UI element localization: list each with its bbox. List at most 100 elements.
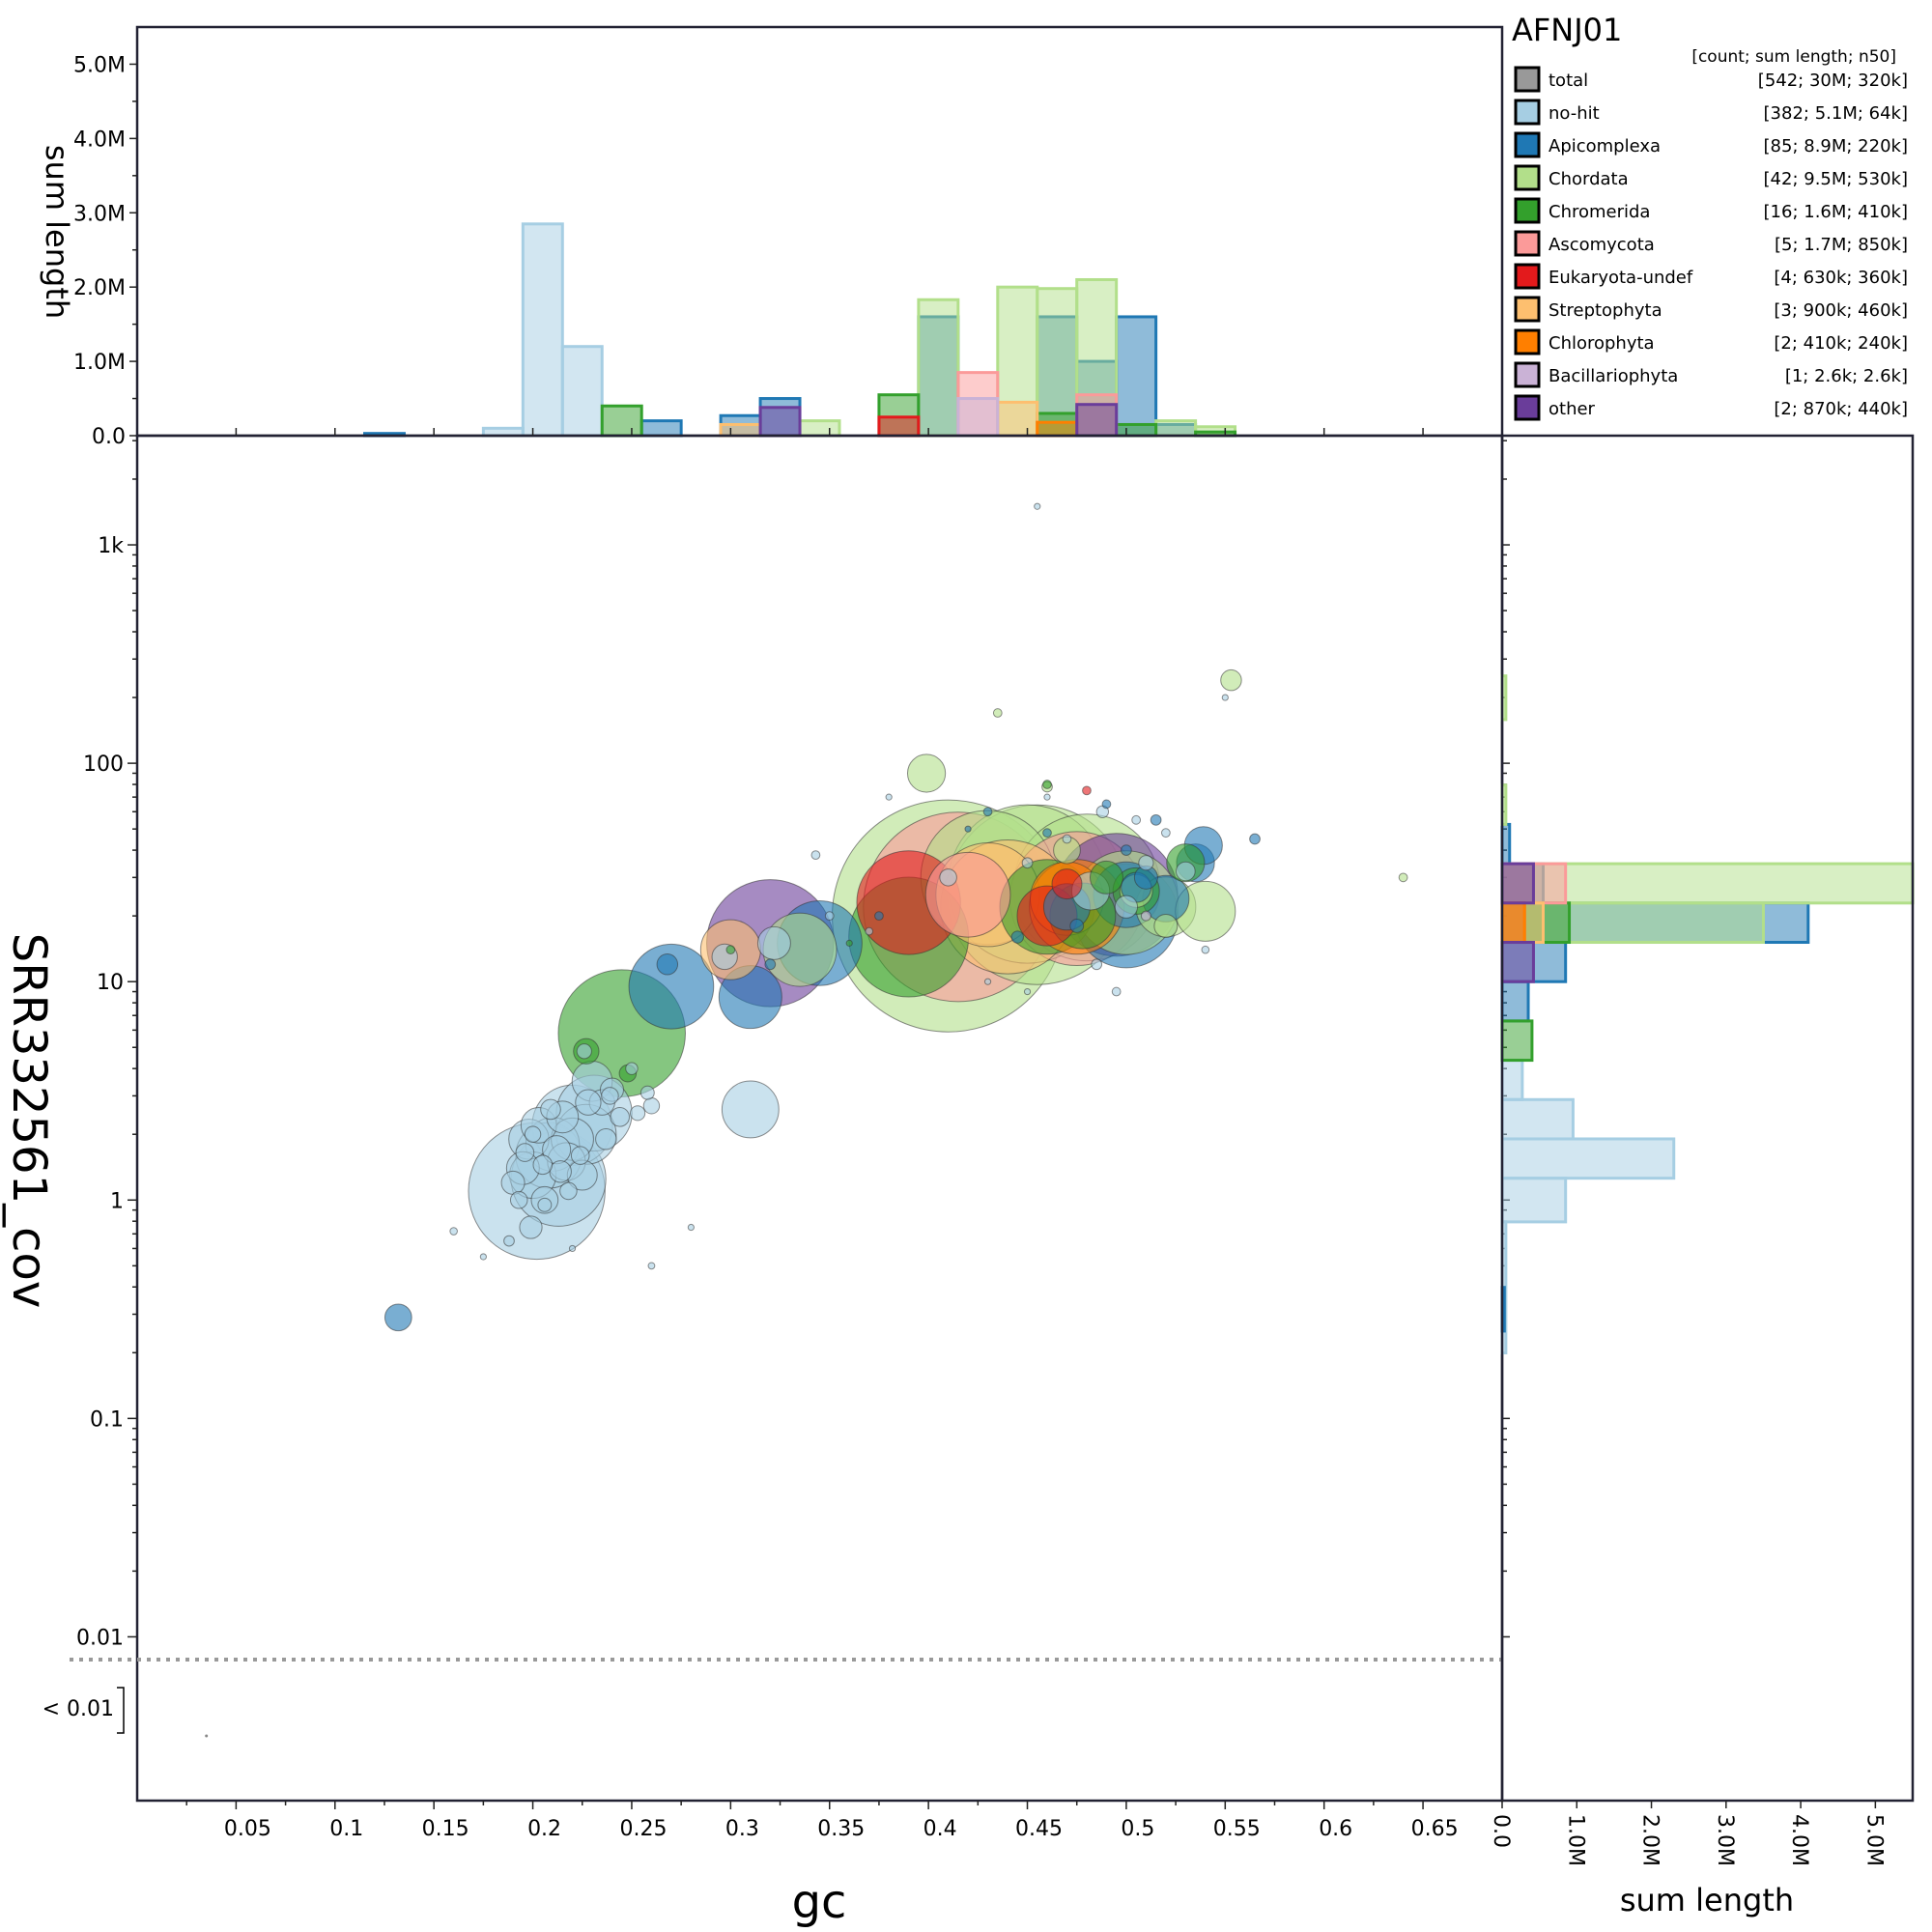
top-hist-bar-nohit <box>521 222 564 438</box>
scatter-point-nohit <box>756 925 791 960</box>
scatter-point-apic <box>1042 828 1052 838</box>
scatter-point-euk <box>1051 868 1083 900</box>
y-axis-title: SRR332561_cov <box>2 933 56 1309</box>
scatter-point-nohit <box>647 1262 656 1270</box>
legend-label-chord: Chordata <box>1548 169 1629 189</box>
x-tick-label: 0.15 <box>422 1817 469 1841</box>
x-tick-label: 0.1 <box>329 1817 363 1841</box>
top-hist-bar-strep <box>996 400 1039 438</box>
scatter-point-nohit <box>1160 828 1171 838</box>
scatter-point-nohit <box>1138 855 1154 871</box>
legend-stats-strep: [3; 900k; 460k] <box>1774 300 1908 321</box>
x-tick-label: 0.2 <box>527 1817 561 1841</box>
scatter-point-chord <box>1398 872 1408 883</box>
legend-label-apic: Apicomplexa <box>1548 136 1661 156</box>
scatter-point-nohit <box>540 1098 561 1121</box>
side-hist-bar-chrom <box>1500 1019 1534 1063</box>
side-hist-tick-label: 4.0M <box>1787 1814 1811 1866</box>
top-hist-bar-other <box>1075 403 1119 438</box>
scatter-point-nohit <box>509 1191 528 1209</box>
scatter-point-nohit <box>1131 814 1142 825</box>
x-tick-label: 0.4 <box>923 1817 957 1841</box>
scatter-point-chrom <box>1089 860 1123 895</box>
scatter-point-nohit <box>500 1170 526 1195</box>
legend-stats-euk: [4; 630k; 360k] <box>1774 268 1908 288</box>
scatter-point-nohit <box>549 1160 572 1183</box>
scatter-point-below-threshold <box>205 1734 209 1738</box>
scatter-point-nohit <box>503 1235 515 1247</box>
y-tick-label: 1 <box>110 1189 124 1213</box>
scatter-point-nohit <box>687 1223 695 1232</box>
legend-swatch-asco <box>1514 230 1541 257</box>
x-tick-label: 0.45 <box>1015 1817 1063 1841</box>
scatter-point-chord <box>1220 668 1242 692</box>
scatter-point-nohit <box>983 978 992 985</box>
scatter-point-nohit <box>721 1080 780 1139</box>
below-threshold-label: < 0.01 <box>43 1697 114 1721</box>
side-histogram-bars <box>1500 674 1915 1355</box>
scatter-point-nohit <box>1062 834 1072 844</box>
legend-label-strep: Streptophyta <box>1548 300 1662 321</box>
scatter-point-apic <box>964 825 972 833</box>
y-tick-label: 100 <box>83 753 124 777</box>
side-hist-bar-chloro <box>1500 901 1526 945</box>
x-tick-label: 0.35 <box>817 1817 865 1841</box>
scatter-point-apic <box>1249 833 1261 845</box>
scatter-point-euk <box>1082 785 1092 796</box>
scatter-point-nohit <box>537 1197 553 1212</box>
scatter-point-nohit <box>810 850 821 861</box>
legend-swatch-chloro <box>1514 328 1541 355</box>
top-hist-bar-chord <box>1154 419 1198 438</box>
side-hist-tick-label: 2.0M <box>1638 1814 1662 1866</box>
x-axis-ticks: 0.05 0.1 0.15 0.2 0.25 0.3 0.35 0.4 0.45 0.5 0.55 0… <box>185 428 1459 1841</box>
scatter-point-nohit <box>885 793 893 801</box>
scatter-point-chord <box>992 708 1003 718</box>
scatter-point-nohit <box>1091 958 1103 971</box>
scatter-point-apic <box>764 958 777 971</box>
scatter-points <box>205 502 1408 1738</box>
scatter-point-chrom <box>1042 780 1052 789</box>
top-hist-bar-apic <box>1115 315 1158 438</box>
scatter-point-nohit <box>449 1227 458 1236</box>
side-hist-bar-nohit <box>1500 1137 1676 1180</box>
scatter-point-apic <box>1069 919 1085 933</box>
scatter-point-nohit <box>519 1215 543 1239</box>
scatter-point-nohit <box>824 911 835 922</box>
top-hist-bar-chord <box>917 298 960 438</box>
side-hist-bar-chord <box>1500 862 1915 905</box>
scatter-point-nohit <box>575 1089 602 1116</box>
scatter-point-nohit <box>559 1181 578 1201</box>
top-hist-bar-chord <box>798 419 841 438</box>
top-hist-bar-chrom <box>1115 422 1158 438</box>
legend-label-chrom: Chromerida <box>1548 202 1650 222</box>
x-tick-label: 0.3 <box>725 1817 759 1841</box>
top-hist-tick-label: 0.0 <box>92 425 126 449</box>
legend-swatch-euk <box>1514 263 1541 290</box>
y-tick-label: 0.01 <box>76 1626 124 1650</box>
legend-label-bacil: Bacillariophyta <box>1548 366 1678 386</box>
top-hist-tick-label: 1.0M <box>73 351 126 375</box>
legend-swatch-strep <box>1514 296 1541 323</box>
scatter-point-nohit <box>1034 502 1041 510</box>
top-hist-bar-chloro <box>1036 420 1079 438</box>
side-hist-bar-apic <box>1500 980 1530 1023</box>
top-histogram-frame <box>135 25 1504 438</box>
legend-label-chloro: Chlorophyta <box>1548 333 1655 354</box>
x-axis-title: gc <box>792 1875 847 1929</box>
side-hist-bar-nohit <box>1500 1177 1568 1224</box>
side-histogram-frame <box>1500 434 1915 1803</box>
scatter-point-nohit <box>479 1253 487 1261</box>
legend-swatch-chrom <box>1514 197 1541 224</box>
scatter-point-nohit <box>576 1043 592 1060</box>
top-hist-bar-strep <box>719 422 762 438</box>
legend-stats-total: [542; 30M; 320k] <box>1758 71 1908 91</box>
y-tick-label: 1k <box>98 534 124 558</box>
scatter-point-chord <box>1153 913 1179 938</box>
top-hist-bar-euk <box>877 415 921 438</box>
legend-stats-bacil: [1; 2.6k; 2.6k] <box>1785 366 1908 386</box>
top-hist-tick-label: 5.0M <box>73 53 126 77</box>
main-scatter-frame <box>135 434 1504 1803</box>
chart-title: AFNJ01 <box>1512 12 1622 48</box>
top-hist-bar-chord <box>1036 287 1079 438</box>
